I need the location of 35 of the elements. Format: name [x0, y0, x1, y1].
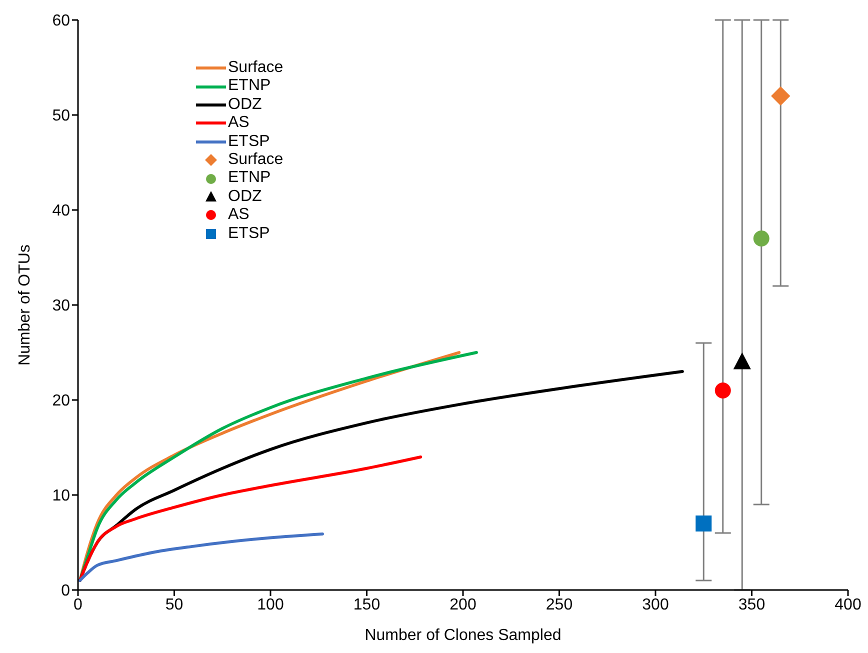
x-tick-label: 50 — [165, 596, 184, 614]
point — [714, 382, 731, 398]
legend-label: AS — [228, 206, 250, 225]
x-axis-title: Number of Clones Sampled — [364, 627, 562, 644]
y-tick-label: 10 — [52, 488, 70, 505]
point — [753, 230, 770, 246]
legend-label: ETNP — [228, 169, 271, 188]
x-tick-label: 350 — [738, 596, 766, 614]
y-tick-label: 60 — [52, 12, 70, 30]
line-series — [78, 456, 422, 582]
point — [696, 516, 712, 532]
x-tick-label: 0 — [74, 596, 83, 614]
x-tick-label: 150 — [353, 596, 380, 614]
point — [733, 352, 751, 370]
y-tick-label: 30 — [52, 298, 70, 315]
y-tick-label: 20 — [52, 392, 70, 410]
x-tick-label: 100 — [257, 596, 284, 614]
legend-label: Surface — [228, 59, 284, 78]
y-tick-label: 40 — [52, 202, 70, 220]
legend-label: ETNP — [228, 77, 271, 96]
x-tick-label: 200 — [450, 596, 476, 614]
x-tick-label: 250 — [546, 596, 573, 614]
legend-label: ETSP — [228, 224, 270, 244]
legend-label: AS — [228, 114, 250, 133]
y-tick-label: 50 — [52, 108, 70, 125]
y-tick-label: 0 — [61, 582, 70, 600]
x-tick-label: 300 — [642, 596, 669, 614]
legend-label: ETSP — [228, 132, 270, 152]
legend-label: Surface — [228, 151, 284, 170]
x-tick-label: 400 — [834, 596, 862, 614]
point — [771, 86, 790, 106]
line-series — [78, 532, 324, 582]
legend-label: ODZ — [228, 96, 262, 114]
legend-label: ODZ — [228, 188, 262, 206]
y-axis-title: Number of OTUs — [16, 244, 34, 366]
